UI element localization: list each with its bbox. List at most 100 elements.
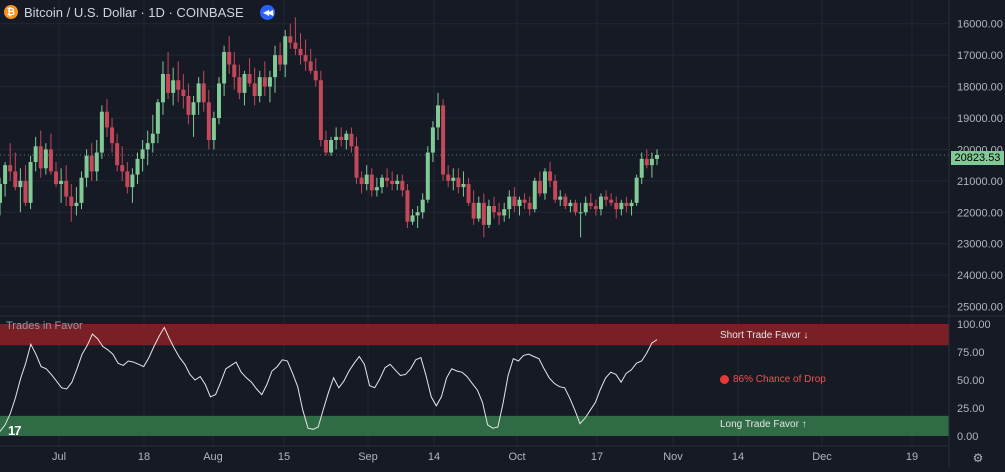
candle [512,196,517,206]
candle [405,190,410,222]
symbol-title[interactable]: Bitcoin / U.S. Dollar · 1D · COINBASE [24,4,244,20]
candle [110,127,115,144]
candle [522,199,527,203]
candle [456,177,461,188]
indicator-tick-label: 0.00 [957,431,978,443]
candle [293,42,298,49]
indicator-zones [0,324,949,436]
candle [334,136,339,140]
candle [38,146,43,169]
candle [79,177,84,203]
candle [425,152,430,200]
candle [379,177,384,188]
candle [237,77,242,93]
indicator-tick-label: 75.00 [957,347,985,359]
candle [74,202,79,206]
time-tick-label: 14 [732,451,744,463]
candle [644,158,649,166]
candle [588,202,593,206]
candle [273,55,278,78]
candle [517,199,522,206]
bitcoin-icon: ₿ [4,5,18,19]
candle [497,212,502,216]
candle [33,146,38,162]
candle [344,133,349,140]
candle [339,136,344,140]
candle [181,89,186,96]
candle [13,171,18,188]
price-tick-label: 21000.00 [957,176,1003,188]
candle [140,149,145,159]
candle [359,177,364,184]
candle [395,180,400,184]
candle [410,215,415,222]
candle [486,206,491,225]
settings-icon[interactable]: ⚙ [972,451,984,465]
candle [507,196,512,210]
candle [196,83,201,103]
candle [655,154,659,159]
candle [614,202,619,210]
candle [171,80,176,93]
candle [125,171,130,188]
candle [568,202,573,206]
candle [3,165,8,184]
short-trade-zone [0,324,949,346]
time-tick-label: 19 [906,451,918,463]
chart-legend[interactable]: ₿ Bitcoin / U.S. Dollar · 1D · COINBASE … [4,3,275,21]
candle [598,196,603,210]
candle [604,196,609,200]
long-trade-label: Long Trade Favor ↑ [720,419,807,430]
price-tick-label: 18000.00 [957,82,1003,94]
candle [629,202,634,206]
candle [257,77,262,96]
candle [476,202,481,219]
time-tick-label: 14 [428,451,440,463]
candle [619,202,624,210]
price-tick-label: 25000.00 [957,302,1003,314]
candle [430,127,435,153]
candle [593,206,598,210]
candle [8,165,13,172]
candle [267,77,272,87]
price-tick-label: 24000.00 [957,270,1003,282]
candle [542,171,547,194]
candle [160,74,165,103]
candle [649,158,654,166]
candle [390,180,395,184]
time-tick-label: 18 [138,451,150,463]
candle [166,74,171,93]
time-tick-label: Dec [812,451,832,463]
candle [247,74,252,84]
candle [23,180,28,203]
candle [135,158,140,175]
indicator-tick-label: 100.00 [957,319,991,331]
time-axis: Jul 18 Aug 15 Sep 14 Oct 17 Nov 14 Dec 19 [52,451,918,463]
candle [59,180,64,184]
candle [99,111,104,153]
candle [28,162,33,203]
candle [492,206,497,213]
price-tick-label: 19000.00 [957,113,1003,125]
candle [242,74,247,93]
price-tick-label: 16000.00 [957,19,1003,31]
candle [420,199,425,213]
candle [558,196,563,200]
indicator-axis: 0.00 25.00 50.00 75.00 100.00 [957,319,991,443]
candle [150,133,155,144]
candle [120,165,125,172]
candle [145,143,150,150]
grid [0,0,949,446]
time-tick-label: Jul [52,451,66,463]
tradingview-logo-icon[interactable]: 17 [8,423,22,438]
candle [155,102,160,134]
candle [262,77,267,87]
candle [298,48,303,56]
replay-icon[interactable]: ◀◀ [259,4,275,20]
candle [104,111,109,128]
indicator-title[interactable]: Trades in Favor [6,320,83,332]
time-tick-label: Nov [663,451,683,463]
price-tick-label: 22000.00 [957,207,1003,219]
